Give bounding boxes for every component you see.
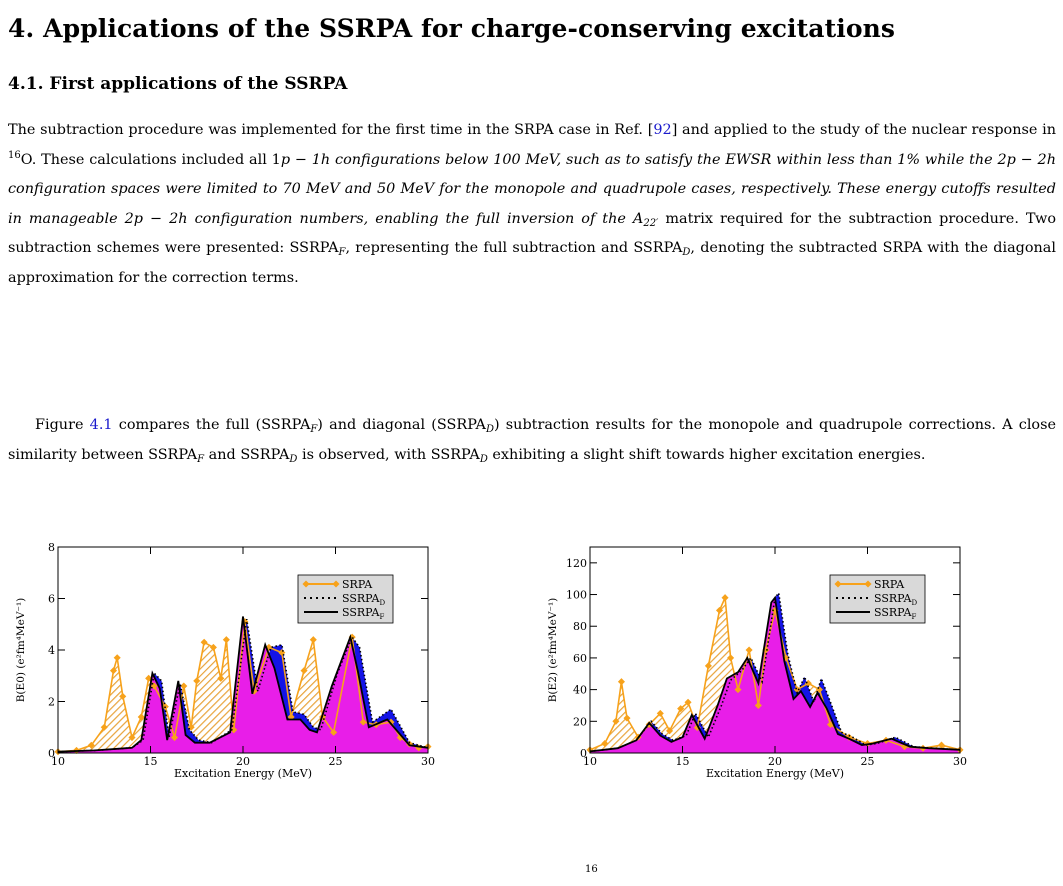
srpa-point — [180, 682, 188, 690]
legend-label: SSRPAD — [342, 592, 386, 607]
srpa-point — [230, 726, 238, 734]
srpa-point — [171, 734, 179, 742]
monopole-chart: 10 15 20 25 30 0 2 4 6 8 Excitation Energy (MeV) B(… — [15, 541, 435, 780]
srpa-point — [209, 643, 217, 651]
y-tick-label: 120 — [566, 557, 587, 570]
y-axis-label: B(E0) (e²fm⁴MeV⁻¹) — [15, 598, 27, 703]
y-tick-label: 8 — [48, 541, 55, 554]
srpa-point — [721, 594, 729, 602]
legend-marker — [834, 580, 842, 588]
paragraph-1: The subtraction procedure was implemente… — [8, 122, 1056, 286]
legend-label: SRPA — [342, 578, 373, 591]
srpa-point — [100, 723, 108, 731]
legend-marker — [332, 580, 340, 588]
ssrpa-f-area — [590, 597, 960, 753]
srpa-point — [128, 734, 136, 742]
legend-label: SSRPAD — [874, 592, 918, 607]
y-tick-label: 20 — [573, 715, 587, 728]
ssrpa-f-line — [589, 595, 961, 753]
x-tick-label: 20 — [236, 755, 250, 768]
srpa-line — [57, 621, 429, 753]
paragraph-2: Figure 4.1 compares the full (SSRPAF) an… — [8, 417, 1056, 465]
ssrpa-d-line — [57, 618, 429, 753]
srpa-point — [137, 713, 145, 721]
figure-caption-fragment: 16 — [585, 864, 598, 875]
x-tick-label: 25 — [329, 755, 343, 768]
y-tick-label: 0 — [48, 747, 55, 760]
srpa-point — [222, 636, 230, 644]
section-title: 4. Applications of the SSRPA for charge-… — [8, 14, 896, 43]
y-tick-label: 4 — [48, 644, 55, 657]
y-tick-label: 100 — [566, 589, 587, 602]
x-tick-label: 15 — [676, 755, 690, 768]
legend-marker — [864, 580, 872, 588]
x-tick-label: 10 — [51, 755, 65, 768]
citation-link[interactable]: 92 — [653, 122, 672, 138]
x-tick-label: 15 — [144, 755, 158, 768]
y-tick-label: 6 — [48, 593, 55, 606]
srpa-point — [309, 636, 317, 644]
legend-label: SSRPAF — [342, 606, 385, 621]
x-tick-label: 10 — [583, 755, 597, 768]
y-tick-label: 0 — [580, 747, 587, 760]
ssrpa-f-line — [57, 616, 429, 753]
legend-label: SSRPAF — [874, 606, 917, 621]
srpa-point — [804, 679, 812, 687]
y-tick-label: 2 — [48, 696, 55, 709]
x-axis-label: Excitation Energy (MeV) — [706, 767, 844, 780]
x-axis-label: Excitation Energy (MeV) — [174, 767, 312, 780]
x-tick-label: 30 — [953, 755, 967, 768]
y-tick-label: 40 — [573, 684, 587, 697]
figure-link[interactable]: 4.1 — [89, 417, 113, 433]
legend-marker — [302, 580, 310, 588]
x-tick-label: 20 — [768, 755, 782, 768]
x-tick-label: 25 — [861, 755, 875, 768]
srpa-point — [217, 674, 225, 682]
y-tick-label: 60 — [573, 652, 587, 665]
subsection-title: 4.1. First applications of the SSRPA — [8, 74, 348, 94]
x-tick-label: 30 — [421, 755, 435, 768]
legend-label: SRPA — [874, 578, 905, 591]
y-axis-label: B(E2) (e²fm⁴MeV⁻¹) — [547, 598, 559, 703]
quadrupole-chart: 10 15 20 25 30 0 20 40 60 80 100 120 Excitation Ener… — [547, 546, 967, 780]
srpa-point — [937, 741, 946, 749]
y-tick-label: 80 — [573, 620, 587, 633]
srpa-point — [601, 739, 609, 748]
